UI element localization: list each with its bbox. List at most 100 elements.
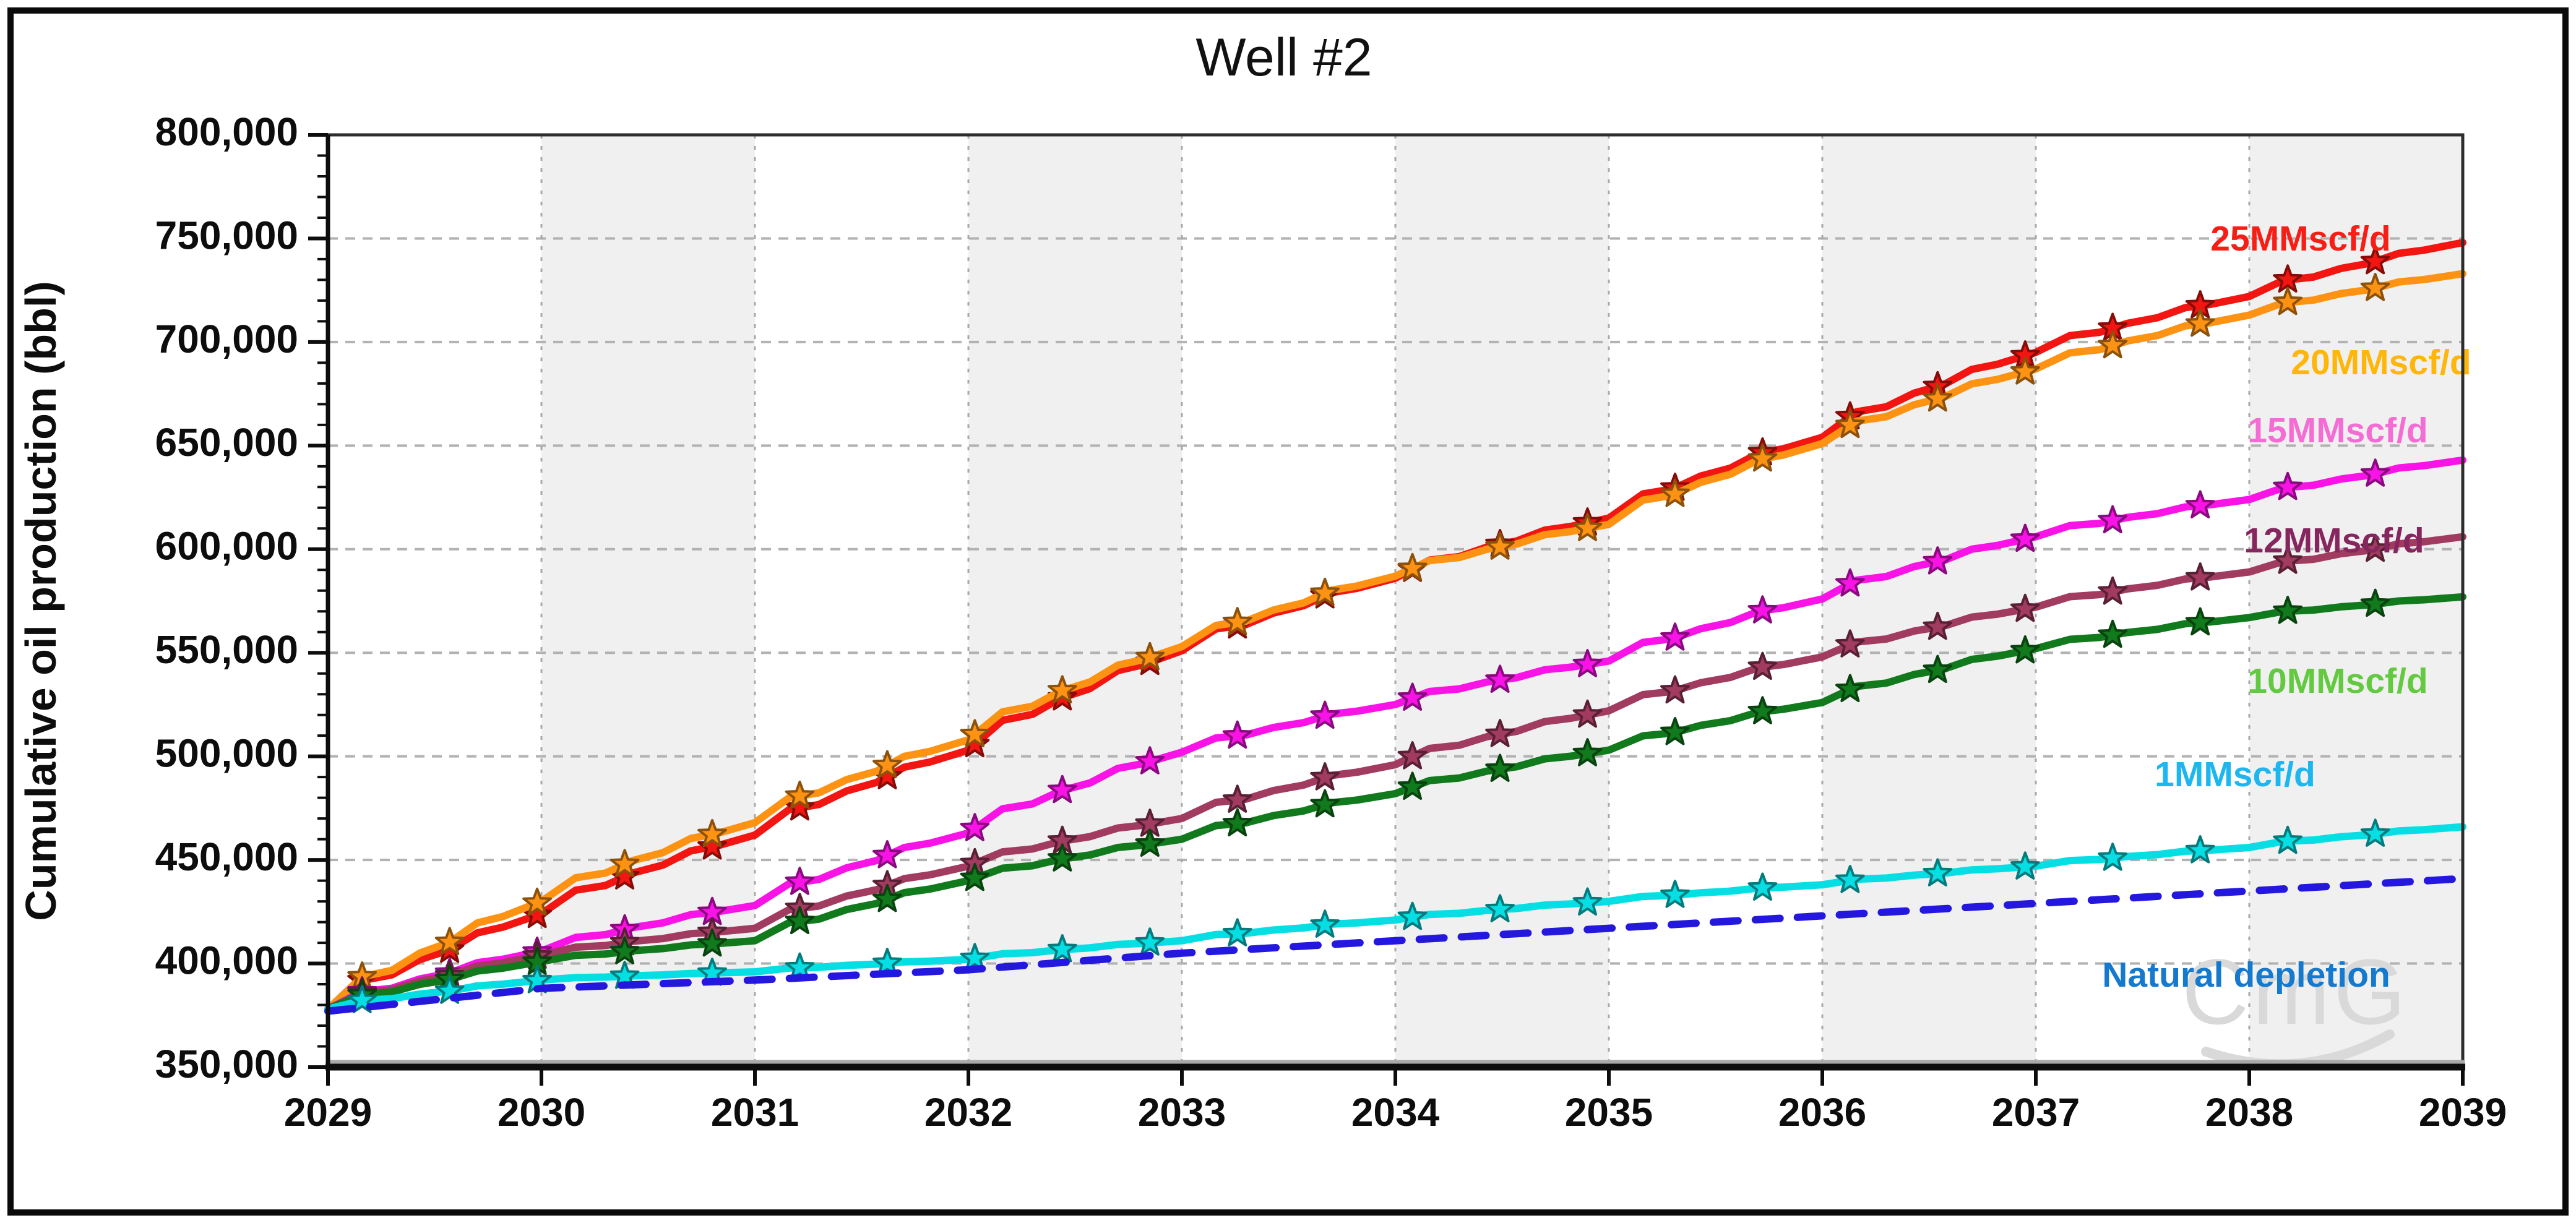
y-axis-tick-label: 600,000 — [155, 524, 298, 569]
x-axis-tick-label: 2035 — [1565, 1090, 1653, 1135]
star-marker — [1923, 858, 1953, 886]
series-label: 15MMscf/d — [2247, 411, 2427, 450]
star-marker — [960, 943, 990, 971]
star-marker — [1485, 894, 1515, 922]
y-axis: 350,000 400,000 450,000 500,000 550,000 600,0… — [17, 109, 328, 1086]
x-axis-tick-label: 2039 — [2419, 1090, 2507, 1135]
star-marker — [785, 867, 815, 895]
series-label: 10MMscf/d — [2247, 661, 2427, 701]
star-marker — [347, 985, 377, 1013]
star-marker — [1310, 577, 1340, 606]
series-markers — [347, 273, 2390, 990]
star-marker — [610, 936, 640, 964]
x-axis-tick-label: 2038 — [2205, 1090, 2293, 1135]
star-marker — [2273, 825, 2302, 854]
x-axis: 2029 2030 2031 2032 2033 2034 2035 2036 2037 2038… — [284, 1067, 2507, 1135]
x-axis-tick-label: 2030 — [498, 1090, 585, 1135]
star-marker — [1135, 927, 1165, 956]
star-marker — [785, 792, 815, 821]
star-marker — [2098, 330, 2128, 359]
star-marker — [1310, 789, 1340, 818]
star-marker — [1747, 651, 1778, 680]
star-marker — [2185, 562, 2215, 591]
star-marker — [785, 780, 815, 809]
y-axis-tick-label: 450,000 — [155, 835, 298, 879]
star-marker — [2273, 264, 2302, 293]
star-marker — [1660, 675, 1690, 704]
star-marker — [1397, 741, 1428, 770]
y-axis-tick-label: 350,000 — [155, 1042, 298, 1086]
series-markers — [347, 818, 2390, 1013]
series-label: 25MMscf/d — [2210, 219, 2390, 259]
star-marker — [960, 862, 990, 891]
star-marker — [1222, 918, 1252, 946]
star-marker — [1572, 738, 1603, 766]
series-10mmscf-d: 10MMscf/d — [324, 588, 2466, 1013]
star-marker — [2010, 356, 2040, 385]
series-line — [324, 875, 2466, 1015]
star-marker — [2098, 619, 2128, 648]
x-axis-tick-label: 2037 — [1992, 1090, 2080, 1135]
star-marker — [1222, 607, 1252, 635]
star-marker — [1572, 513, 1603, 541]
star-marker — [1660, 880, 1690, 908]
star-marker — [2360, 533, 2390, 562]
star-marker — [1135, 746, 1165, 775]
star-marker — [1660, 622, 1690, 651]
star-marker — [1835, 568, 1865, 597]
y-axis-tick-label: 800,000 — [155, 109, 298, 154]
star-marker — [872, 948, 902, 976]
star-marker — [1485, 664, 1515, 693]
series-20mmscf-d: 20MMscf/d — [324, 270, 2471, 1013]
star-marker — [1572, 699, 1603, 728]
star-marker — [1923, 611, 1953, 640]
star-marker — [872, 750, 902, 779]
star-marker — [1310, 700, 1340, 729]
x-axis-tick-label: 2033 — [1138, 1090, 1226, 1135]
star-marker — [2098, 843, 2128, 871]
star-marker — [2360, 588, 2390, 617]
star-marker — [1135, 642, 1165, 671]
star-marker — [1923, 546, 1953, 575]
star-marker — [2185, 308, 2215, 337]
year-band — [968, 135, 1182, 1067]
star-marker — [1572, 887, 1603, 916]
series-label: 12MMscf/d — [2244, 521, 2424, 560]
star-marker — [2010, 851, 2040, 880]
star-marker — [2273, 596, 2302, 624]
star-marker — [434, 927, 465, 955]
x-axis-tick-label: 2034 — [1351, 1090, 1440, 1135]
star-marker — [960, 719, 990, 747]
star-marker — [522, 887, 552, 916]
star-marker — [2010, 635, 2040, 664]
x-axis-tick-label: 2032 — [924, 1090, 1012, 1135]
star-marker — [1835, 865, 1865, 893]
star-marker — [1222, 808, 1252, 836]
star-marker — [2185, 835, 2215, 864]
star-marker — [1222, 720, 1252, 749]
star-marker — [1923, 383, 1953, 412]
star-marker — [1397, 771, 1428, 800]
star-marker — [872, 840, 902, 869]
star-marker — [1047, 934, 1077, 963]
star-marker — [1397, 682, 1428, 711]
chart-title: Well #2 — [1195, 28, 1372, 87]
star-marker — [2010, 593, 2040, 622]
star-marker — [1135, 828, 1165, 857]
star-marker — [960, 813, 990, 841]
star-marker — [1747, 696, 1778, 724]
star-marker — [1485, 531, 1515, 560]
star-marker — [2273, 286, 2302, 315]
star-marker — [2185, 490, 2215, 518]
cmg-watermark-text: CmG — [2182, 940, 2410, 1044]
series-label: 20MMscf/d — [2291, 343, 2471, 382]
star-marker — [697, 831, 727, 860]
y-axis-tick-label: 500,000 — [155, 731, 298, 776]
star-marker — [1047, 843, 1077, 872]
star-marker — [1397, 552, 1428, 581]
star-marker — [1835, 410, 1865, 439]
y-axis-title: Cumulative oil production (bbl) — [17, 281, 65, 920]
star-marker — [1747, 443, 1778, 472]
